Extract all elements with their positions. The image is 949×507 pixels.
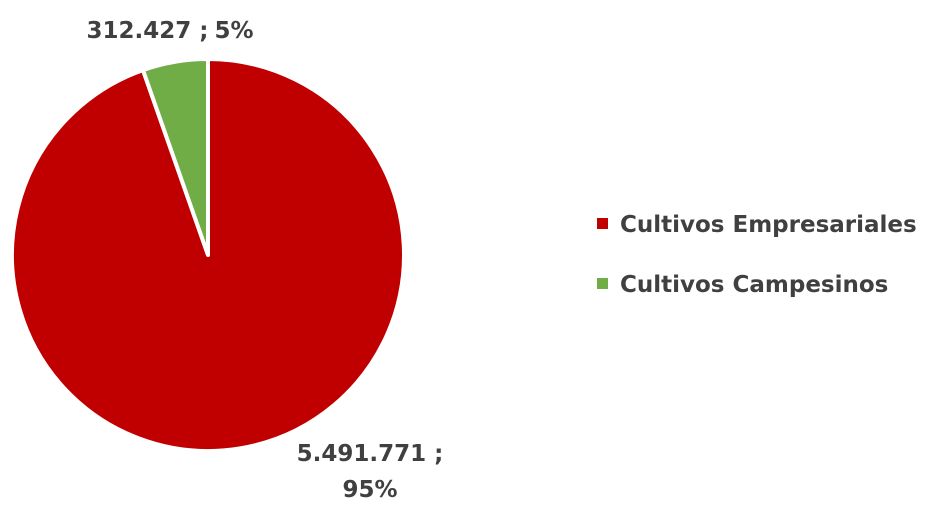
pie-slices: [10, 57, 406, 453]
data-label-separator: ;: [191, 18, 208, 44]
data-label-value: 5.491.771: [297, 441, 427, 467]
data-label-cultivos-empresariales: 5.491.771 ;: [297, 441, 444, 467]
legend-swatch-cultivos-empresariales: [597, 218, 608, 229]
legend-label-cultivos-campesinos: Cultivos Campesinos: [620, 272, 888, 298]
pie-slice-cultivos-campesinos: [140, 57, 210, 257]
data-label-value: 312.427: [86, 18, 191, 44]
legend-label-cultivos-empresariales: Cultivos Empresariales: [620, 212, 917, 238]
data-label-percent: 5%: [214, 18, 253, 44]
legend-swatch-cultivos-campesinos: [597, 278, 608, 289]
legend-item-cultivos-empresariales: Cultivos Empresariales: [597, 212, 917, 238]
data-label-percent-cultivos-empresariales: 95%: [342, 477, 397, 503]
legend-item-cultivos-campesinos: Cultivos Campesinos: [597, 272, 888, 298]
data-label-separator: ;: [426, 441, 443, 467]
legend: Cultivos Empresariales Cultivos Campesin…: [597, 212, 917, 298]
data-label-cultivos-campesinos: 312.427 ; 5%: [86, 18, 253, 44]
